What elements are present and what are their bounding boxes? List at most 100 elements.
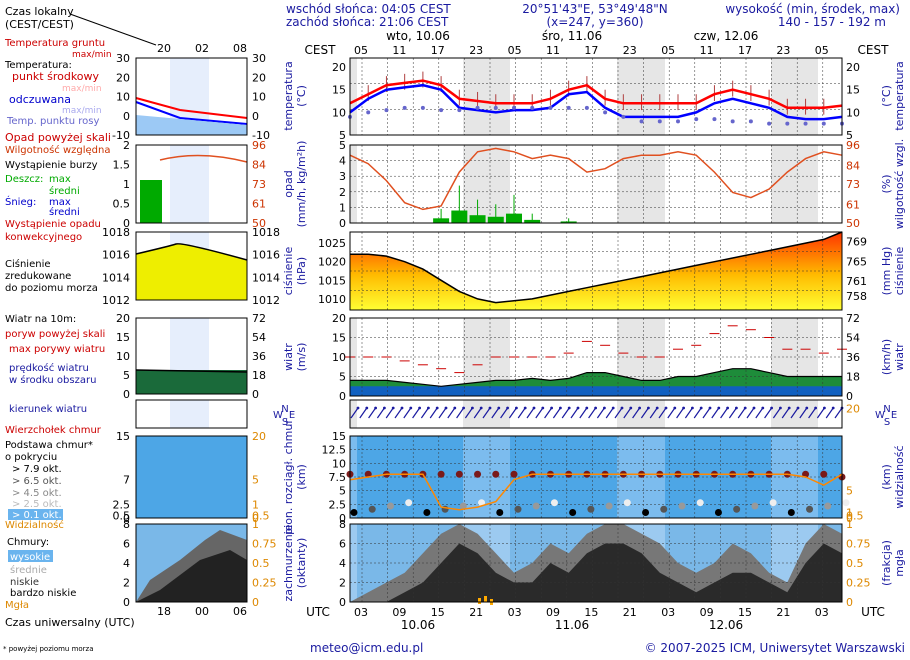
dew-point-dot: [821, 121, 826, 126]
visibility-y-tick: 1: [846, 507, 853, 520]
cloud-y-tick: 0: [339, 512, 346, 525]
compass-letter-left: W: [273, 410, 283, 421]
dew-point-dot: [402, 105, 407, 110]
mini-pressure-tick: 1016: [102, 249, 130, 262]
legend-cloud-base-1: Podstawa chmur*: [5, 440, 93, 451]
wind-direction-arrow: [508, 407, 517, 419]
wind-direction-arrow: [605, 407, 614, 419]
footer-email[interactable]: meteo@icm.edu.pl: [310, 641, 423, 655]
wind-direction-arrowhead: [752, 406, 756, 410]
legend-pressure-2: zredukowane: [5, 271, 71, 282]
mini-coverage-tick-right: 1: [252, 518, 259, 531]
wind-direction-arrowhead: [655, 406, 659, 410]
wind-direction-arrowhead: [620, 406, 624, 410]
wind-direction-arrowhead: [497, 406, 501, 410]
precip-axis-title-line2: (mm/h, kg/m²h): [295, 141, 308, 228]
legend-very-low: bardzo niskie: [10, 588, 76, 599]
temp-y2-tick: 15: [846, 84, 860, 97]
legend-dew-point: Temp. punktu rosy: [6, 116, 99, 127]
wind-direction-arrowhead: [673, 406, 677, 410]
legend-okt-4: > 2.5 okt.: [12, 499, 62, 510]
legend-ground-temp-sub: max/min: [72, 50, 112, 60]
cloud-axis-title: pion. rozciągł. chmur (km): [282, 419, 308, 535]
coverage-axis-title-line2: (oktanty): [295, 538, 308, 589]
mini-pressure-tick-right: 1016: [252, 249, 280, 262]
wind-direction-arrow: [596, 407, 605, 419]
winddir-panel-border: [349, 399, 843, 429]
fog-y-tick: 0.75: [846, 538, 871, 551]
precip-panel-bg: [350, 145, 842, 223]
mini-felt-line: [135, 101, 248, 125]
mini-wind-tick: 0: [123, 388, 130, 401]
temp-axis-title-line2: (°C): [295, 85, 308, 107]
mini-cloud-tick-right: 0: [252, 512, 259, 525]
wind-axis-title-line1: wiatr: [282, 343, 295, 371]
mini-temp-tick: 20: [116, 71, 130, 84]
legend-wind-dir: kierunek wiatru: [9, 404, 87, 415]
legend-low: niskie: [10, 577, 39, 588]
cloud-top-dot: [510, 470, 518, 478]
visibility-axis-title-line2: widzialność: [893, 445, 906, 508]
pressure-mmhg-title-line1: (mm Hg): [880, 247, 893, 296]
mini-coverage-very-low: [136, 550, 247, 602]
wind-direction-arrowhead: [515, 406, 518, 410]
wind-direction-arrowhead: [541, 406, 545, 410]
wind-direction-arrow: [799, 407, 808, 419]
cloud-base-dot: [550, 499, 558, 507]
cloud-axis-title-line2: (km): [295, 464, 308, 490]
wind-direction-arrowhead: [787, 406, 791, 410]
wind-direction-arrow: [667, 407, 676, 419]
mini-coverage-tick-right: 0.5: [252, 557, 270, 570]
legend-rain-max: max: [49, 174, 71, 185]
day-label-1: wto, 10.06: [386, 29, 450, 43]
wind-direction-arrowhead: [831, 406, 835, 410]
coverage-axis-title: zachmurzenie (oktanty): [282, 524, 308, 601]
cloud-base-dot: [751, 502, 759, 510]
utc-tick-label: 03: [354, 606, 368, 619]
mini-pressure-tick-right: 1014: [252, 271, 280, 284]
coverage-y-tick: 0: [339, 596, 346, 609]
cest-tick-label: 11: [546, 44, 560, 57]
mini-wind-tick-right: 18: [252, 369, 266, 382]
temp-y2-tick: 10: [846, 106, 860, 119]
mini-temp-line: [135, 97, 248, 119]
cest-tick-label: 17: [584, 44, 598, 57]
wind-direction-arrowhead: [391, 406, 395, 410]
mini-pressure-tick: 1018: [102, 226, 130, 239]
mini-precip-border: [135, 144, 248, 224]
visibility-axis-title-line1: (km): [880, 464, 893, 490]
wind-direction-arrowhead: [444, 406, 448, 410]
legend-mid-point: punkt środkowy: [12, 70, 100, 83]
mini-cloud-tick: 15: [116, 430, 130, 443]
mini-precip-tick: 1.5: [113, 159, 131, 172]
cloud-base-dot: [405, 499, 413, 507]
cloud-top-dot: [437, 470, 445, 478]
cloud-base-dot: [842, 499, 850, 507]
mini-cloud-tick-right: 20: [252, 430, 266, 443]
cloud-top-dot: [455, 470, 463, 478]
wind-direction-arrow: [394, 407, 403, 419]
wind-direction-arrowhead: [471, 406, 474, 410]
wind-direction-arrowhead: [814, 406, 817, 410]
cloud-base-dot: [642, 509, 650, 517]
legend-wind-speed-2: w środku obszaru: [9, 374, 96, 386]
mini-utc-tick-label: 18: [157, 605, 171, 618]
legend-snow-max: max: [49, 197, 71, 208]
compass-letter-left: E: [289, 410, 295, 421]
dew-point-dot: [785, 121, 790, 126]
dew-point-dot: [366, 110, 371, 115]
fog-bar: [484, 596, 487, 602]
humidity-y-tick: 84: [846, 159, 860, 172]
wind-direction-arrow: [658, 407, 667, 419]
wind-direction-arrowhead: [374, 406, 377, 410]
wind-speed-line: [350, 368, 842, 387]
elevation-label: wysokość (min, środek, max): [725, 2, 900, 16]
mini-precip-tick-right: 84: [252, 159, 266, 172]
legend-ground-temp: Temperatura gruntu: [4, 38, 105, 49]
mini-precip-tick-right: 61: [252, 198, 266, 211]
wind-direction-arrow: [385, 407, 394, 419]
cloud-base-dot: [514, 505, 522, 513]
mini-temp-tick: -10: [112, 129, 130, 142]
cloud-base-dot: [532, 502, 540, 510]
wind-direction-arrowhead: [559, 406, 562, 410]
